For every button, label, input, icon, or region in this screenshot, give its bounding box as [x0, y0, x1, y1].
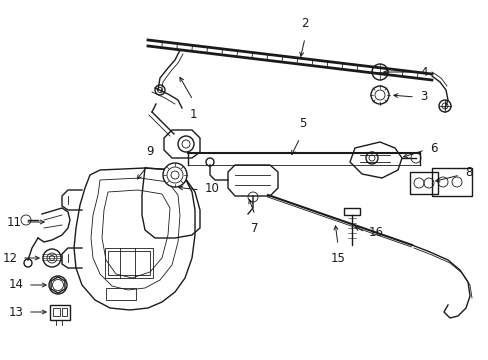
Bar: [53, 308, 60, 316]
Circle shape: [49, 276, 67, 294]
Text: 6: 6: [429, 141, 437, 154]
Bar: [106, 288, 136, 300]
Bar: [108, 251, 150, 275]
Text: 7: 7: [251, 222, 258, 235]
Text: 10: 10: [204, 181, 220, 194]
Bar: [62, 308, 67, 316]
Text: 11: 11: [7, 216, 22, 229]
Bar: [105, 248, 153, 278]
Circle shape: [163, 163, 186, 187]
Text: 13: 13: [9, 306, 24, 319]
Text: 5: 5: [299, 117, 306, 130]
Text: 12: 12: [3, 252, 18, 265]
Text: 1: 1: [189, 108, 196, 121]
Bar: [431, 168, 471, 196]
Text: 15: 15: [330, 252, 345, 265]
Bar: [343, 208, 359, 215]
Text: 8: 8: [464, 166, 471, 180]
Text: 9: 9: [146, 145, 153, 158]
Bar: [50, 305, 70, 320]
Text: 16: 16: [368, 225, 383, 238]
Text: 3: 3: [419, 90, 427, 104]
Text: 2: 2: [301, 17, 308, 30]
Text: 4: 4: [419, 66, 427, 78]
Text: 14: 14: [9, 279, 24, 292]
